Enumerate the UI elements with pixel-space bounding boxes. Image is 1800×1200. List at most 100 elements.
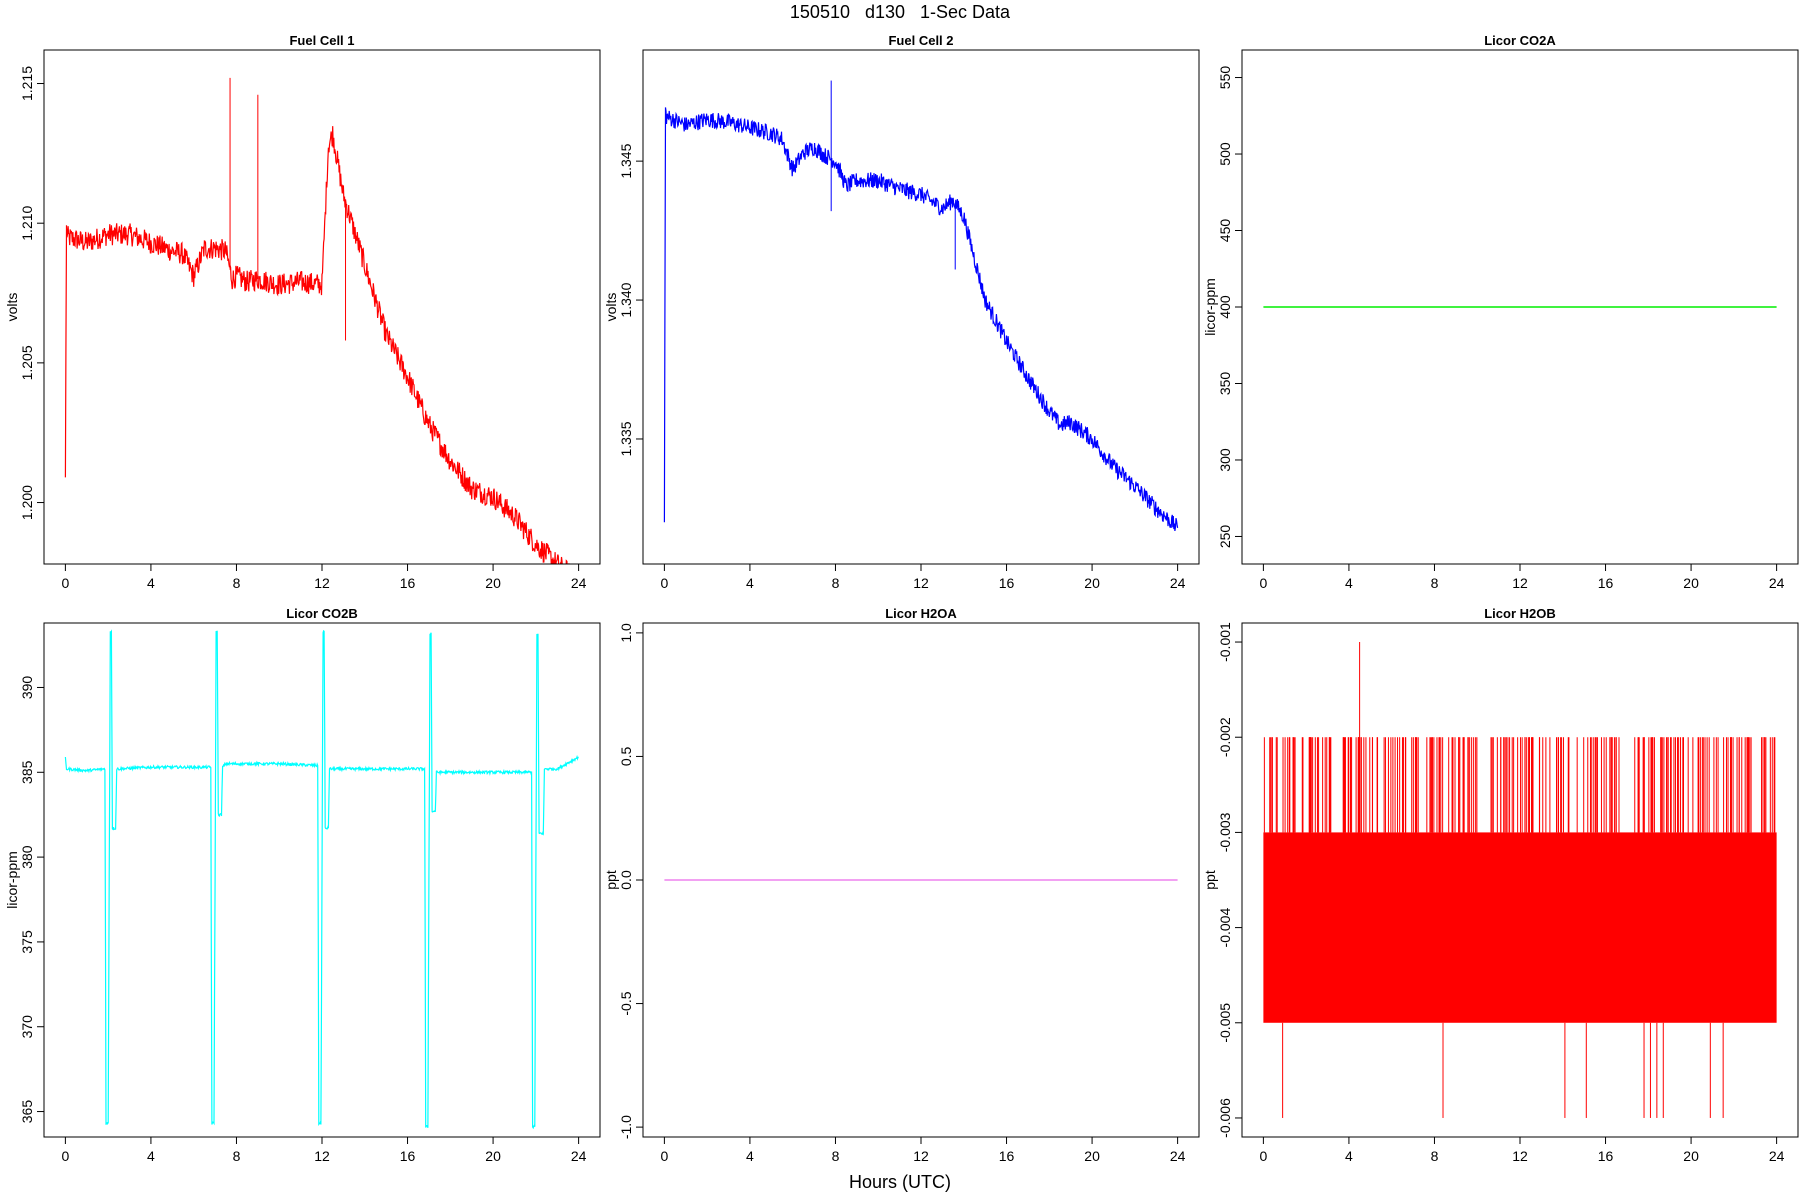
y-tick-label: -0.003 bbox=[1217, 812, 1233, 852]
x-tick-label: 8 bbox=[233, 575, 241, 591]
y-tick-label: 380 bbox=[19, 845, 35, 869]
chart-panel: Fuel Cell 2 0 4 8 12 16 20 24 1.335 1.340 1.345 vol… bbox=[603, 33, 1200, 591]
y-tick-label: 370 bbox=[19, 1015, 35, 1039]
y-axis-label: volts bbox=[4, 293, 20, 322]
y-tick-label: 0.5 bbox=[618, 747, 634, 767]
y-tick-label: 1.205 bbox=[19, 345, 35, 380]
y-tick-label: -0.006 bbox=[1217, 1098, 1233, 1138]
x-tick-label: 16 bbox=[400, 1148, 416, 1164]
x-tick-label: 16 bbox=[400, 575, 416, 591]
figure-title: 150510 d130 1-Sec Data bbox=[789, 2, 1011, 22]
y-axis-label: volts bbox=[603, 293, 619, 322]
y-tick-label: 390 bbox=[19, 676, 35, 700]
chart-title: Licor H2OB bbox=[1484, 606, 1556, 621]
data-layer bbox=[1263, 642, 1777, 1118]
series-line bbox=[663, 107, 1179, 531]
y-tick-label: 450 bbox=[1217, 219, 1233, 243]
x-tick-label: 8 bbox=[832, 575, 840, 591]
x-tick-label: 0 bbox=[1259, 575, 1267, 591]
x-tick-label: 20 bbox=[1683, 1148, 1699, 1164]
x-tick-label: 20 bbox=[1084, 1148, 1100, 1164]
chart-panel: Licor H2OA 0 4 8 12 16 20 24 -1.0 -0.5 0.0 0.5 1.0 pp… bbox=[603, 606, 1200, 1164]
x-tick-label: 12 bbox=[1512, 1148, 1528, 1164]
chart-panel: Licor CO2B 0 4 8 12 16 20 24 365 370 375 380 385 390 l… bbox=[4, 606, 601, 1164]
x-axis-caption: Hours (UTC) bbox=[849, 1172, 951, 1192]
y-tick-label: 385 bbox=[19, 760, 35, 784]
y-tick-label: 350 bbox=[1217, 372, 1233, 396]
x-tick-label: 20 bbox=[1084, 575, 1100, 591]
y-tick-label: -1.0 bbox=[618, 1115, 634, 1139]
chart-panel: Fuel Cell 1 0 4 8 12 16 20 24 1.200 1.205 1.210 1.2… bbox=[4, 33, 601, 591]
x-tick-label: 8 bbox=[1431, 1148, 1439, 1164]
y-tick-label: 1.200 bbox=[19, 485, 35, 520]
y-tick-label: 1.335 bbox=[618, 421, 634, 456]
x-tick-label: 24 bbox=[1769, 575, 1785, 591]
y-axis-label: ppt bbox=[1202, 870, 1218, 890]
x-tick-label: 8 bbox=[233, 1148, 241, 1164]
chart-title: Licor CO2B bbox=[286, 606, 358, 621]
x-tick-label: 0 bbox=[1259, 1148, 1267, 1164]
x-tick-label: 0 bbox=[61, 575, 69, 591]
x-tick-label: 20 bbox=[485, 575, 501, 591]
y-tick-label: 1.210 bbox=[19, 205, 35, 240]
x-tick-label: 8 bbox=[1431, 575, 1439, 591]
x-tick-label: 4 bbox=[1345, 1148, 1353, 1164]
x-tick-label: 24 bbox=[571, 1148, 587, 1164]
x-tick-label: 4 bbox=[746, 575, 754, 591]
x-tick-label: 12 bbox=[913, 575, 929, 591]
y-tick-label: 0.0 bbox=[618, 870, 634, 890]
y-tick-label: 1.340 bbox=[618, 282, 634, 317]
y-axis-label: licor-ppm bbox=[1202, 278, 1218, 336]
y-tick-label: 550 bbox=[1217, 66, 1233, 90]
y-axis-label: ppt bbox=[603, 870, 619, 890]
x-tick-label: 4 bbox=[147, 1148, 155, 1164]
x-tick-label: 4 bbox=[147, 575, 155, 591]
series-line bbox=[64, 629, 579, 1130]
x-tick-label: 0 bbox=[61, 1148, 69, 1164]
x-tick-label: 20 bbox=[1683, 575, 1699, 591]
x-tick-label: 16 bbox=[1598, 575, 1614, 591]
x-tick-label: 24 bbox=[1170, 575, 1186, 591]
y-tick-label: -0.001 bbox=[1217, 622, 1233, 662]
x-tick-label: 4 bbox=[1345, 575, 1353, 591]
y-tick-label: -0.005 bbox=[1217, 1003, 1233, 1043]
y-tick-label: 1.345 bbox=[618, 143, 634, 178]
chart-panel: Licor CO2A 0 4 8 12 16 20 24 250 300 350 400 450 500 5… bbox=[1202, 33, 1799, 591]
x-tick-label: 24 bbox=[1769, 1148, 1785, 1164]
y-tick-label: 250 bbox=[1217, 525, 1233, 549]
y-tick-label: 400 bbox=[1217, 295, 1233, 319]
x-tick-label: 4 bbox=[746, 1148, 754, 1164]
x-tick-label: 20 bbox=[485, 1148, 501, 1164]
chart-title: Licor H2OA bbox=[885, 606, 957, 621]
data-layer bbox=[663, 80, 1179, 531]
y-tick-label: 500 bbox=[1217, 142, 1233, 166]
chart-title: Licor CO2A bbox=[1484, 33, 1556, 48]
x-tick-label: 12 bbox=[1512, 575, 1528, 591]
x-tick-label: 24 bbox=[1170, 1148, 1186, 1164]
y-tick-label: 1.215 bbox=[19, 66, 35, 101]
y-tick-label: -0.004 bbox=[1217, 908, 1233, 948]
y-axis-label: licor-ppm bbox=[4, 851, 20, 909]
series-line bbox=[64, 126, 570, 564]
x-tick-label: 16 bbox=[999, 575, 1015, 591]
y-tick-label: 1.0 bbox=[618, 623, 634, 643]
x-tick-label: 0 bbox=[660, 575, 668, 591]
data-layer bbox=[64, 629, 579, 1130]
y-tick-label: -0.5 bbox=[618, 991, 634, 1015]
y-tick-label: 300 bbox=[1217, 448, 1233, 472]
x-tick-label: 24 bbox=[571, 575, 587, 591]
x-tick-label: 0 bbox=[660, 1148, 668, 1164]
data-layer bbox=[64, 77, 570, 564]
signal-band bbox=[1263, 832, 1777, 1023]
y-tick-label: 375 bbox=[19, 930, 35, 954]
x-tick-label: 16 bbox=[1598, 1148, 1614, 1164]
plot-frame bbox=[43, 49, 601, 565]
x-tick-label: 8 bbox=[832, 1148, 840, 1164]
y-tick-label: -0.002 bbox=[1217, 717, 1233, 757]
x-tick-label: 12 bbox=[314, 1148, 330, 1164]
chart-title: Fuel Cell 1 bbox=[289, 33, 354, 48]
x-tick-label: 12 bbox=[314, 575, 330, 591]
chart-panel: Licor H2OB 0 4 8 12 16 20 24 -0.006 -0.005 -0.004 -… bbox=[1202, 606, 1799, 1164]
chart-title: Fuel Cell 2 bbox=[888, 33, 953, 48]
